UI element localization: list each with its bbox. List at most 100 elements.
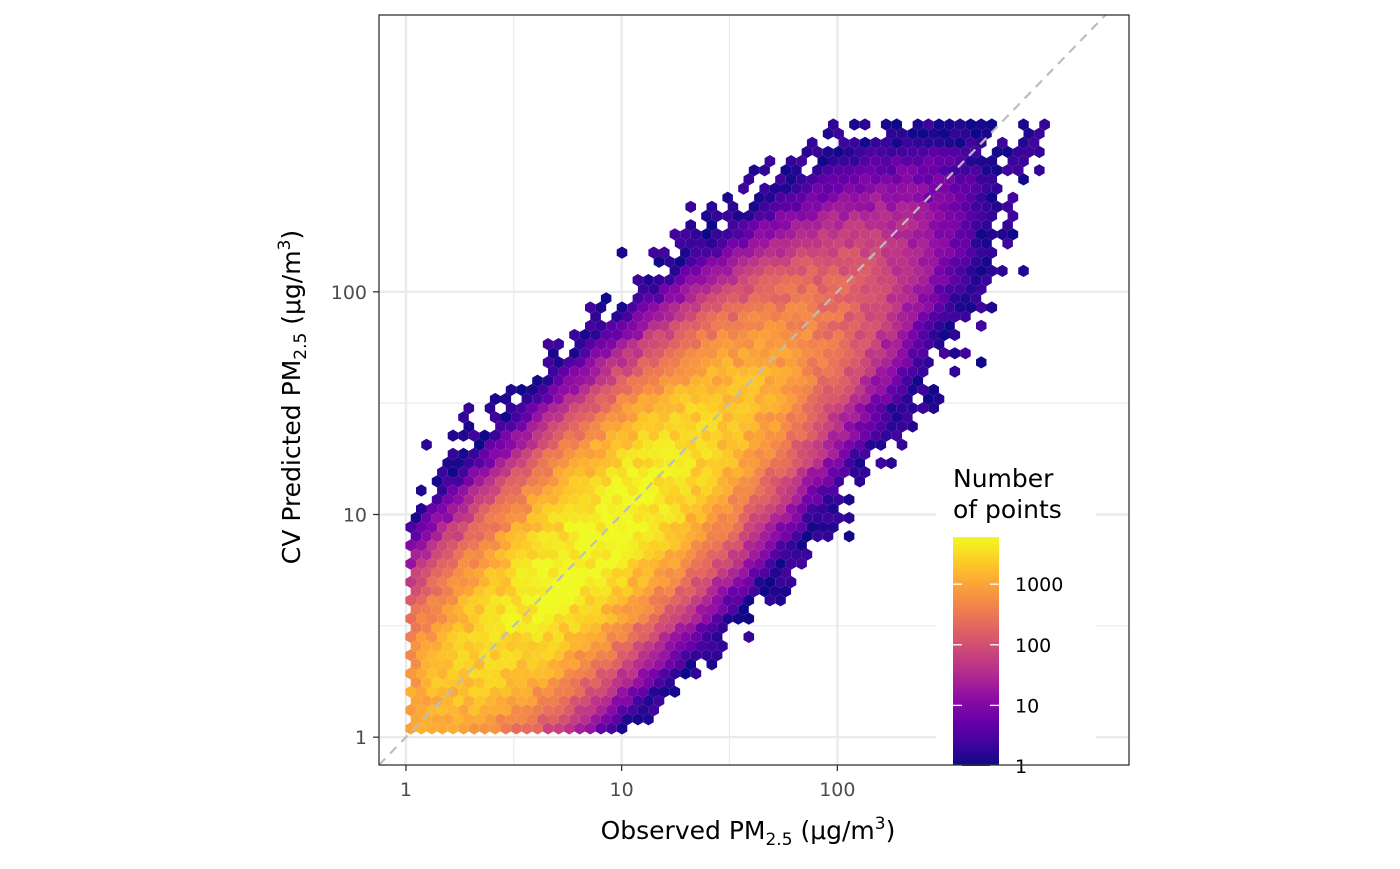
hexbin-cell	[732, 283, 744, 296]
hexbin-cell	[569, 585, 580, 598]
hexbin-cell	[843, 420, 855, 433]
hexbin-cell	[843, 164, 855, 177]
hexbin-cell	[563, 466, 575, 479]
hexbin-cell	[416, 704, 427, 717]
hexbin-cell	[849, 155, 860, 168]
hexbin-cell	[442, 676, 453, 689]
hexbin-cell	[579, 603, 591, 616]
hexbin-cell	[500, 612, 512, 625]
hexbin-cell	[775, 539, 786, 552]
hexbin-cell	[484, 438, 496, 451]
hexbin-cell	[416, 539, 427, 552]
hexbin-cell	[447, 466, 459, 479]
hexbin-cell	[785, 575, 797, 589]
hexbin-cell	[912, 338, 924, 351]
hexbin-cell	[500, 722, 512, 735]
hexbin-cell	[542, 502, 554, 515]
hexbin-cell	[717, 566, 728, 579]
hexbin-cell	[706, 292, 718, 305]
hexbin-cell	[801, 548, 813, 561]
hexbin-cell	[711, 301, 723, 314]
hexbin-cell	[574, 539, 585, 552]
hexbin-cell	[553, 630, 564, 643]
hexbin-cell	[521, 429, 533, 442]
hexbin-cell	[791, 347, 802, 360]
hexbin-cell	[986, 301, 998, 314]
hexbin-cell	[511, 521, 522, 534]
hexbin-cell	[600, 511, 612, 525]
hexbin-cell	[648, 356, 659, 369]
hexbin-cell	[495, 566, 506, 579]
hexbin-cell	[796, 374, 807, 387]
hexbin-cell	[574, 356, 585, 369]
hexbin-cell	[801, 383, 813, 396]
hexbin-cell	[833, 219, 844, 232]
hexbin-cell	[843, 255, 855, 268]
hexbin-cell	[548, 603, 559, 616]
hexbin-cell	[632, 457, 644, 470]
hexbin-cell	[505, 475, 517, 488]
hexbin-cell	[500, 594, 512, 607]
hexbin-cell	[954, 246, 966, 259]
hexbin-cell	[627, 521, 638, 534]
hexbin-cell	[796, 411, 807, 424]
hexbin-cell	[859, 338, 871, 351]
hexbin-cell	[632, 585, 644, 598]
hexbin-cell	[796, 557, 807, 570]
hexbin-cell	[743, 264, 755, 277]
hexbin-cell	[680, 649, 691, 662]
hexbin-cell	[410, 658, 422, 671]
hexbin-cell	[706, 200, 718, 213]
hexbin-cell	[907, 164, 918, 177]
hexbin-cell	[717, 255, 728, 268]
hexbin-cell	[468, 484, 480, 497]
hexbin-cell	[780, 365, 792, 378]
hexbin-cell	[548, 457, 559, 470]
hexbin-cell	[833, 402, 844, 415]
hexbin-cell	[806, 466, 818, 479]
hexbin-cell	[474, 530, 485, 543]
hexbin-cell	[680, 466, 691, 479]
hexbin-cell	[722, 411, 733, 424]
hexbin-cell	[706, 493, 718, 506]
hexbin-cell	[843, 328, 855, 342]
hexbin-cell	[833, 145, 844, 159]
hexbin-cell	[875, 438, 887, 451]
hexbin-cell	[732, 447, 744, 460]
hexbin-cell	[775, 264, 786, 277]
hexbin-cell	[611, 603, 622, 616]
hexbin-cell	[542, 484, 554, 497]
hexbin-cell	[648, 521, 659, 534]
hexbin-cell	[886, 292, 897, 305]
hexbin-cell	[489, 447, 501, 460]
hexbin-cell	[923, 118, 934, 131]
hexbin-cell	[526, 585, 538, 598]
hexbin-cell	[574, 447, 585, 460]
hexbin-cell	[685, 493, 696, 506]
hexbin-cell	[801, 475, 813, 488]
hexbin-cell	[754, 557, 765, 570]
hexbin-cell	[437, 667, 448, 680]
hexbin-cell	[648, 484, 659, 497]
hexbin-cell	[727, 438, 739, 451]
hexbin-cell	[653, 383, 665, 396]
hexbin-cell	[680, 594, 691, 607]
hexbin-cell	[643, 310, 654, 323]
hexbin-cell	[706, 457, 718, 470]
hexbin-cell	[622, 713, 633, 726]
hexbin-cell	[796, 447, 807, 460]
hexbin-cell	[569, 566, 580, 579]
hexbin-cell	[627, 630, 638, 643]
hexbin-cell	[843, 200, 855, 213]
hexbin-cell	[769, 347, 781, 360]
hexbin-cell	[960, 127, 971, 140]
hexbin-cell	[468, 594, 480, 607]
hexbin-cell	[669, 557, 681, 570]
hexbin-cell	[849, 319, 860, 332]
hexbin-cell	[611, 475, 622, 488]
hexbin-cell	[759, 475, 770, 488]
hexbin-cell	[437, 502, 448, 515]
hexbin-cell	[769, 493, 781, 506]
hexbin-cell	[611, 328, 622, 342]
